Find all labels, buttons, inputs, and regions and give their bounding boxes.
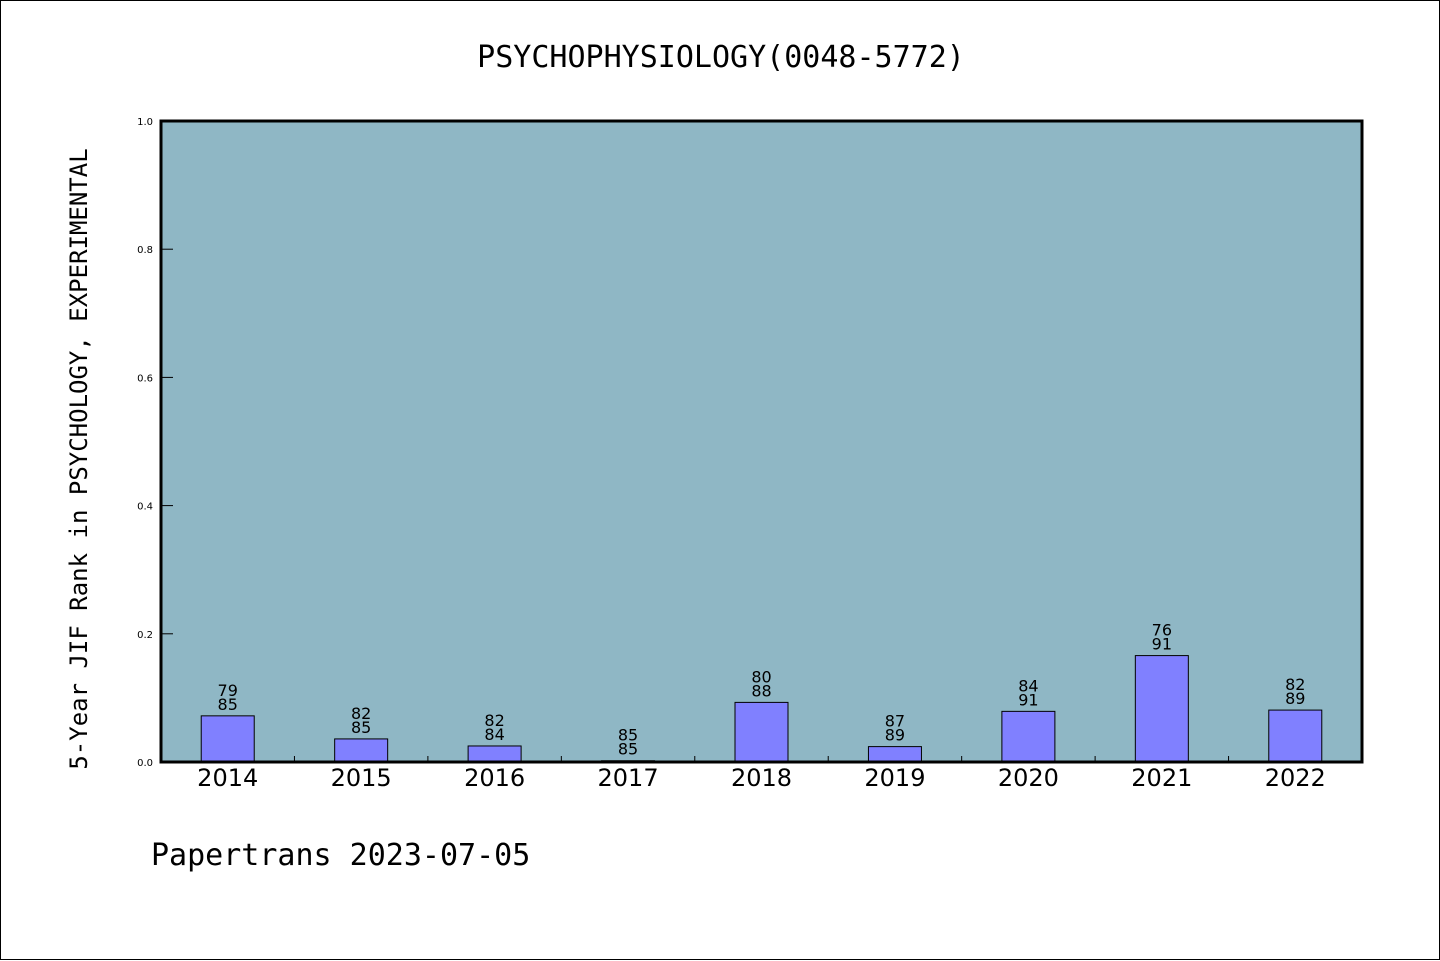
y-axis-label: 5-Year JIF Rank in PSYCHOLOGY, EXPERIMEN… bbox=[65, 148, 93, 769]
x-tick-label: 2016 bbox=[464, 764, 525, 792]
x-tick-label: 2015 bbox=[331, 764, 392, 792]
y-tick-label: 0.2 bbox=[137, 630, 153, 641]
x-axis-ticks: 2014 2015 2016 2017 2018 2019 2020 2021 2022 bbox=[197, 756, 1326, 792]
bar-2018 bbox=[734, 701, 789, 763]
bar-2022 bbox=[1268, 709, 1323, 763]
bar-label-top: 79 bbox=[218, 681, 238, 700]
x-tick-label: 2021 bbox=[1131, 764, 1192, 792]
bar-label-bottom: 88 bbox=[751, 681, 771, 700]
bar-2014 bbox=[200, 715, 255, 763]
y-tick-label: 0.4 bbox=[137, 502, 153, 513]
y-tick-label: 1.0 bbox=[137, 117, 153, 128]
bar-label-top: 80 bbox=[751, 667, 771, 686]
bar-2020 bbox=[1001, 710, 1056, 763]
bar-2019 bbox=[867, 746, 922, 763]
x-tick-label: 2019 bbox=[864, 764, 925, 792]
bar-label-top: 82 bbox=[1285, 675, 1305, 694]
x-tick-label: 2022 bbox=[1265, 764, 1326, 792]
bar-label-top: 76 bbox=[1152, 621, 1172, 640]
bars bbox=[200, 655, 1323, 763]
chart-title: PSYCHOPHYSIOLOGY(0048-5772) bbox=[477, 40, 965, 75]
bar-label-bottom: 91 bbox=[1152, 635, 1172, 654]
x-tick-label: 2014 bbox=[197, 764, 258, 792]
x-tick-label: 2017 bbox=[598, 764, 659, 792]
bar-label-bottom: 84 bbox=[484, 725, 504, 744]
bar-2021 bbox=[1134, 655, 1189, 763]
bar-label-top: 82 bbox=[351, 704, 371, 723]
bar-2016 bbox=[467, 745, 522, 763]
bar-label-top: 85 bbox=[618, 726, 638, 745]
bar-label-top: 84 bbox=[1018, 676, 1038, 695]
y-tick-label: 0.6 bbox=[137, 373, 153, 384]
footer-text: Papertrans 2023-07-05 bbox=[151, 838, 530, 873]
bar-label-bottom: 85 bbox=[351, 718, 371, 737]
bar-2015 bbox=[334, 738, 389, 763]
bar-label-bottom: 85 bbox=[218, 695, 238, 714]
x-tick-label: 2020 bbox=[998, 764, 1059, 792]
bar-label-bottom: 89 bbox=[885, 726, 905, 745]
x-tick-label: 2018 bbox=[731, 764, 792, 792]
plot-border bbox=[159, 119, 1364, 764]
bar-label-top: 87 bbox=[885, 712, 905, 731]
bar-label-top: 82 bbox=[484, 711, 504, 730]
y-tick-label: 0.0 bbox=[137, 758, 153, 769]
bar-label-bottom: 91 bbox=[1018, 690, 1038, 709]
y-tick-label: 0.8 bbox=[137, 245, 153, 256]
bar-label-bottom: 89 bbox=[1285, 689, 1305, 708]
bar-label-bottom: 85 bbox=[618, 740, 638, 759]
